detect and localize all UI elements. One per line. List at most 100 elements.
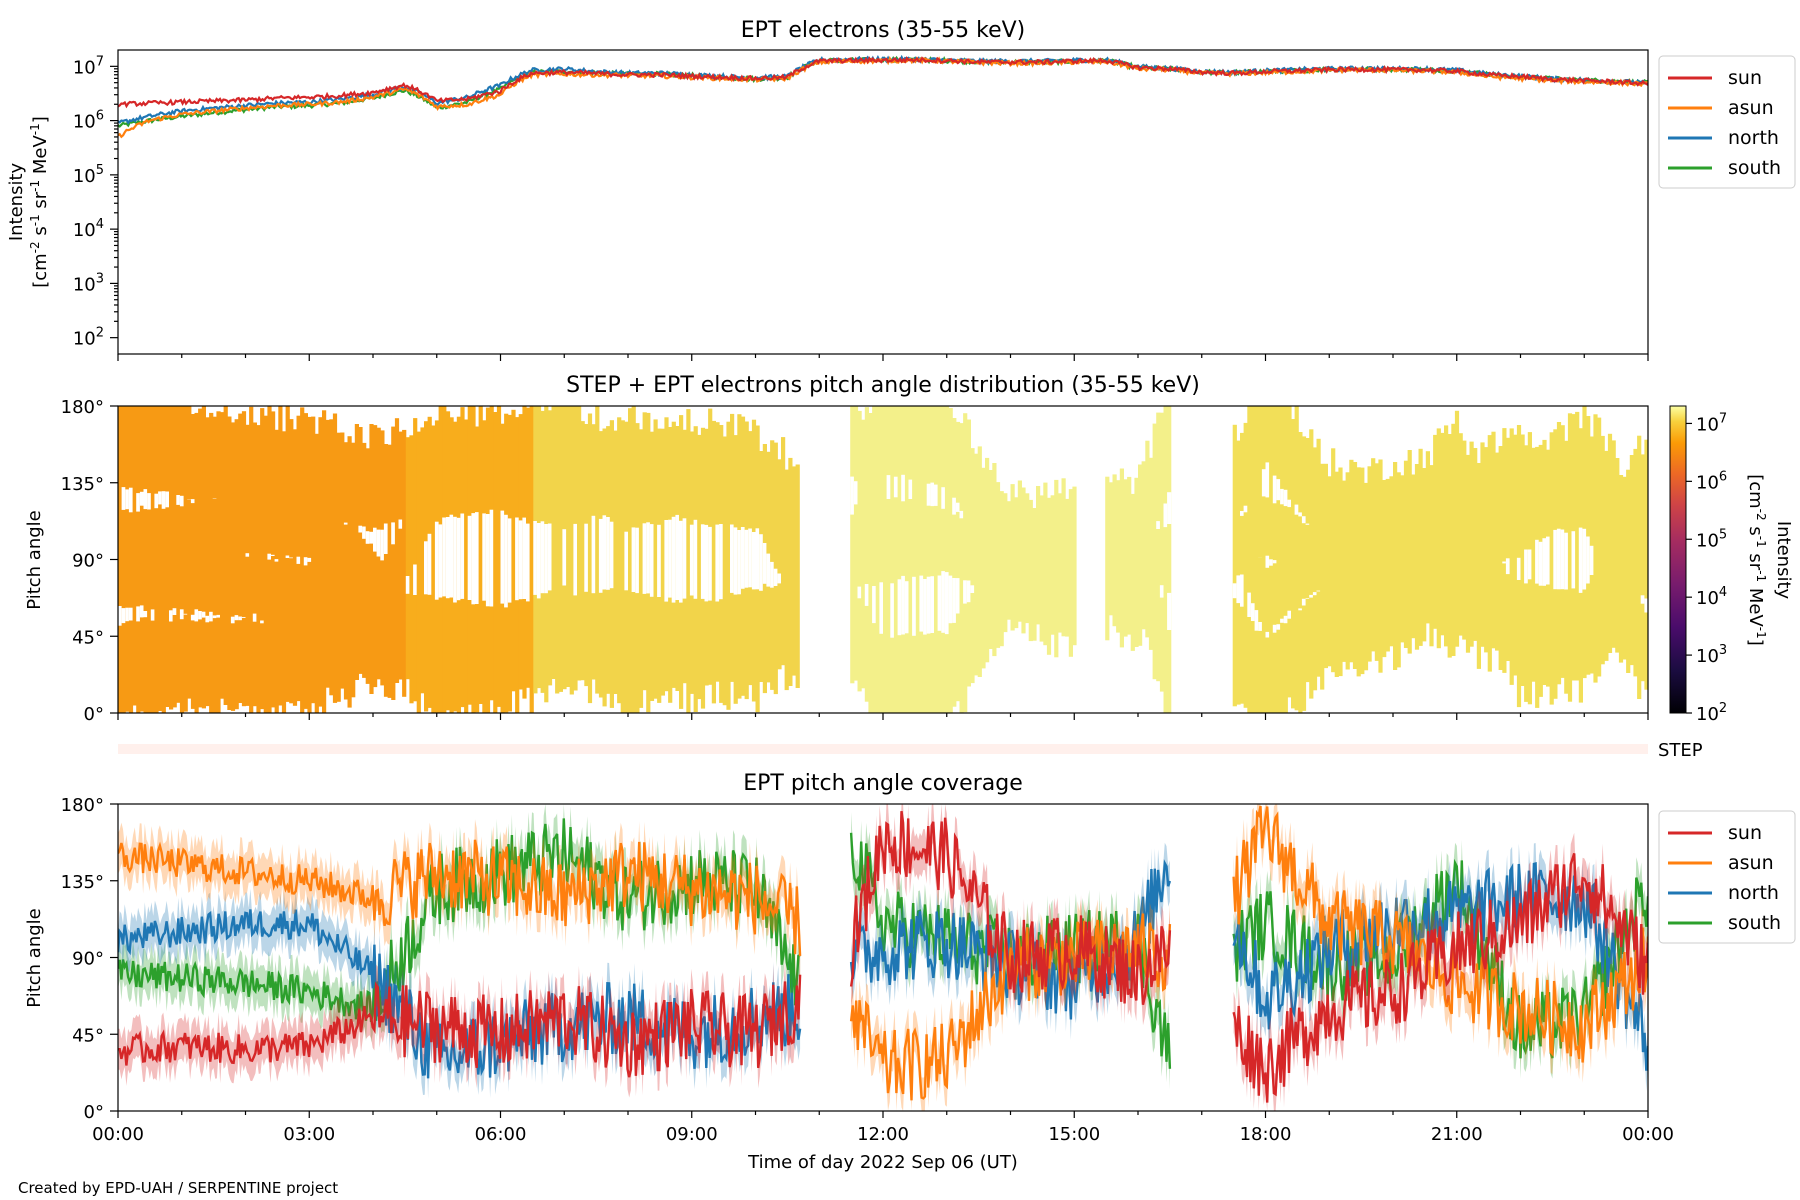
heatmap-gap — [1272, 624, 1277, 633]
heatmap-cell — [1272, 406, 1277, 713]
heatmap-cell — [478, 406, 483, 704]
heatmap-gap — [307, 557, 312, 562]
colorbar-tick-label: 103 — [1696, 643, 1727, 667]
heatmap-cell — [1309, 429, 1314, 699]
heatmap-gap — [1265, 555, 1270, 568]
colorbar-tick-label: 104 — [1696, 585, 1727, 609]
heatmap-gap — [730, 524, 735, 593]
heatmap-gap — [475, 512, 480, 604]
panel2-title: STEP + EPT electrons pitch angle distrib… — [566, 373, 1200, 398]
panel2-heatmap-area — [118, 406, 1648, 713]
heatmap-gap — [154, 493, 159, 509]
heatmap-cell — [216, 411, 221, 713]
heatmap-cell — [1509, 428, 1514, 685]
heatmap-cell — [271, 411, 276, 708]
heatmap-gap — [708, 526, 713, 601]
heatmap-cell — [1025, 493, 1030, 624]
heatmap-gap — [1502, 561, 1507, 564]
heatmap-cell — [577, 406, 582, 681]
heatmap-gap — [759, 534, 764, 591]
heatmap-cell — [183, 406, 188, 712]
heatmap-cell — [617, 417, 622, 704]
heatmap-cell — [234, 419, 239, 710]
heatmap-gap — [1240, 511, 1245, 516]
heatmap-cell — [1618, 475, 1624, 663]
heatmap-gap — [1542, 538, 1547, 586]
heatmap-cell — [1156, 412, 1161, 682]
heatmap-cell — [773, 442, 778, 695]
heatmap-gap — [471, 513, 476, 605]
heatmap-cell — [263, 415, 268, 713]
heatmap-gap — [1261, 469, 1267, 497]
heatmap-gap — [762, 543, 767, 584]
heatmap-gap — [434, 521, 440, 600]
heatmap-gap — [489, 509, 494, 607]
pa-ytick-label: 45° — [72, 627, 104, 648]
panel1-ylabel-units: [cm-2 s-1 sr-1 MeV-1] — [28, 116, 51, 288]
heatmap-cell — [1363, 482, 1369, 671]
heatmap-gap — [573, 523, 578, 596]
heatmap-cell — [1593, 414, 1598, 683]
pa-ytick-label: 90° — [72, 949, 104, 970]
heatmap-gap — [136, 606, 141, 622]
panel1-ylabel-line1: Intensity — [6, 162, 27, 241]
heatmap-cell — [628, 408, 633, 713]
heatmap-cell — [1433, 434, 1438, 629]
heatmap-gap — [1578, 527, 1583, 593]
heatmap-gap — [1316, 590, 1321, 592]
heatmap-gap — [165, 491, 170, 508]
heatmap-cell — [1403, 460, 1409, 648]
legend-label-north: north — [1728, 882, 1779, 904]
heatmap-gap — [1280, 488, 1285, 505]
heatmap-cell — [230, 422, 236, 711]
heatmap-cell — [347, 436, 352, 708]
heatmap-gap — [1553, 529, 1558, 590]
heatmap-cell — [1425, 451, 1430, 624]
heatmap-cell — [150, 406, 155, 713]
heatmap-cell — [1447, 434, 1452, 658]
heatmap-gap — [267, 553, 272, 560]
heatmap-gap — [1167, 592, 1172, 630]
heatmap-cell — [915, 406, 920, 713]
legend-label-sun: sun — [1728, 822, 1762, 844]
heatmap-gap — [770, 561, 775, 588]
heatmap-gap — [1280, 618, 1285, 623]
heatmap-cell — [1607, 433, 1613, 653]
heatmap-cell — [901, 406, 906, 713]
heatmap-cell — [726, 421, 731, 710]
panel3-title: EPT pitch angle coverage — [743, 771, 1023, 796]
heatmap-cell — [1280, 406, 1285, 713]
heatmap-gap — [234, 615, 239, 621]
heatmap-cell — [908, 406, 913, 713]
heatmap-cell — [176, 406, 181, 703]
heatmap-cell — [1633, 448, 1638, 677]
heatmap-cell — [383, 444, 389, 697]
heatmap-cell — [1385, 478, 1390, 652]
heatmap-cell — [1622, 476, 1627, 660]
heatmap-cell — [959, 423, 964, 713]
heatmap-gap — [121, 487, 126, 510]
heatmap-cell — [1640, 454, 1645, 682]
heatmap-cell — [256, 425, 261, 713]
heatmap-cell — [405, 437, 410, 680]
heatmap-cell — [923, 406, 928, 713]
heatmap-cell — [1597, 417, 1602, 677]
heatmap-cell — [1451, 423, 1456, 656]
heatmap-gap — [296, 556, 301, 564]
heatmap-cell — [1414, 464, 1420, 650]
heatmap-gap — [391, 522, 396, 545]
heatmap-cell — [369, 424, 374, 694]
heatmap-cell — [300, 407, 305, 713]
heatmap-cell — [1567, 413, 1573, 702]
heatmap-gap — [675, 514, 680, 600]
legend-box-top — [1658, 55, 1796, 189]
heatmap-cell — [194, 412, 199, 713]
heatmap-cell — [1305, 438, 1310, 683]
heatmap-gap — [671, 516, 676, 603]
pa-ytick-label: 0° — [84, 1102, 104, 1123]
heatmap-gap — [955, 578, 961, 614]
heatmap-cell — [391, 426, 396, 700]
heatmap-cell — [212, 416, 217, 713]
heatmap-cell — [1458, 433, 1463, 636]
panel2-x-ticks — [117, 713, 1649, 720]
